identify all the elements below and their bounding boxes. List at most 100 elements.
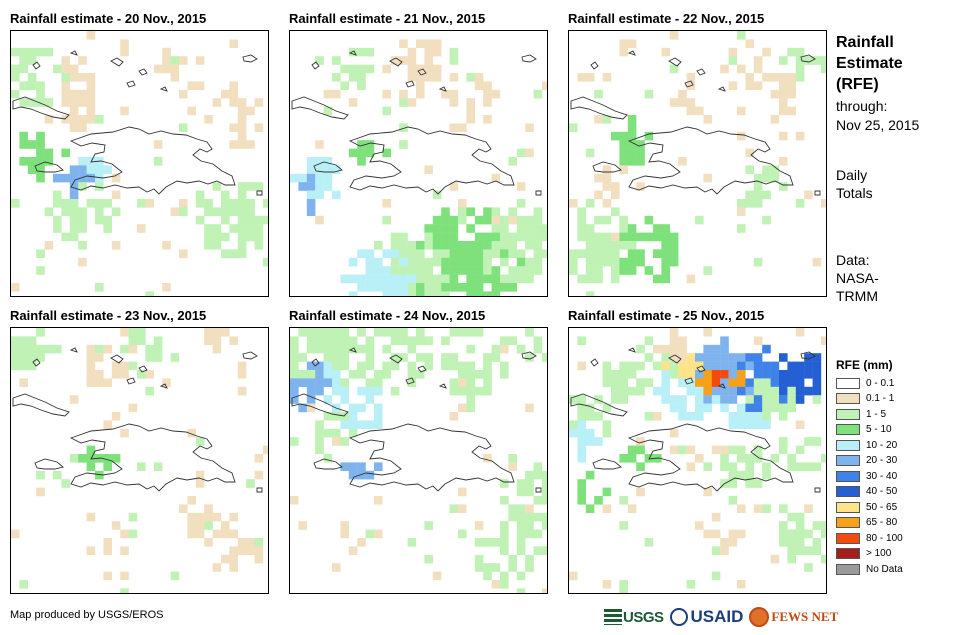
legend-label: 20 - 30 bbox=[866, 455, 898, 466]
legend-label: No Data bbox=[866, 563, 903, 575]
legend-label: 0 - 0.1 bbox=[866, 377, 895, 389]
coastline bbox=[311, 347, 542, 493]
legend-item: 30 - 40 bbox=[836, 469, 897, 483]
legend-item: 5 - 10 bbox=[836, 423, 892, 437]
panel-title-nov20: Rainfall estimate - 20 Nov., 2015 bbox=[10, 11, 207, 26]
legend-label: 40 - 50 bbox=[866, 486, 898, 497]
coastline bbox=[800, 54, 816, 63]
daily-totals: Daily Totals bbox=[836, 166, 873, 202]
legend-swatch bbox=[836, 532, 860, 544]
coastline bbox=[32, 347, 263, 493]
coastline bbox=[668, 354, 726, 389]
coastline bbox=[592, 161, 622, 173]
legend-swatch bbox=[836, 377, 860, 389]
daily-totals-line: Daily bbox=[836, 167, 868, 183]
coastline bbox=[389, 354, 447, 389]
through-label: through: bbox=[836, 98, 888, 114]
hispaniola-coastline bbox=[348, 423, 515, 492]
legend-label: 0.1 - 1 bbox=[866, 393, 895, 404]
legend-item: 65 - 80 bbox=[836, 516, 897, 530]
coastline bbox=[34, 161, 64, 173]
legend-swatch bbox=[836, 486, 860, 497]
panel-title-nov24: Rainfall estimate - 24 Nov., 2015 bbox=[289, 308, 486, 323]
legend-swatch bbox=[836, 470, 860, 482]
rainfall-map-nov25 bbox=[568, 327, 827, 594]
map-title-line: Estimate bbox=[836, 55, 903, 72]
rainfall-grid bbox=[290, 39, 547, 296]
legend-item: 0.1 - 1 bbox=[836, 392, 894, 406]
coastline bbox=[590, 347, 821, 493]
panel-title-nov22: Rainfall estimate - 22 Nov., 2015 bbox=[568, 11, 765, 26]
coastline bbox=[570, 393, 628, 417]
coastline bbox=[34, 458, 64, 470]
coastline bbox=[590, 50, 821, 196]
rainfall-map-nov21 bbox=[289, 30, 548, 297]
through-date: Nov 25, 2015 bbox=[836, 117, 920, 133]
legend-item: 80 - 100 bbox=[836, 531, 903, 545]
legend-label: 50 - 65 bbox=[866, 501, 898, 513]
legend-item: No Data bbox=[836, 562, 903, 576]
coastline bbox=[242, 351, 258, 360]
panel-title-nov23: Rainfall estimate - 23 Nov., 2015 bbox=[10, 308, 207, 323]
map-credit: Map produced by USGS/EROS bbox=[10, 609, 164, 621]
coastline bbox=[313, 458, 343, 470]
rainfall-grid bbox=[290, 328, 547, 593]
coastline bbox=[291, 96, 349, 120]
coastline bbox=[313, 161, 343, 173]
coastline bbox=[521, 351, 537, 360]
panel-title-nov25: Rainfall estimate - 25 Nov., 2015 bbox=[568, 308, 765, 323]
legend-swatch bbox=[836, 563, 860, 575]
coastline bbox=[32, 50, 263, 196]
rainfall-map-nov23 bbox=[10, 327, 269, 594]
coastline bbox=[389, 57, 447, 92]
legend-label: > 100 bbox=[866, 548, 892, 559]
coastline bbox=[12, 96, 70, 120]
map-title-line: Rainfall bbox=[836, 34, 894, 51]
legend-item: 1 - 5 bbox=[836, 407, 886, 421]
legend-item: 40 - 50 bbox=[836, 485, 897, 499]
legend-swatch bbox=[836, 548, 860, 559]
legend-label: 80 - 100 bbox=[866, 532, 903, 544]
coastline bbox=[311, 50, 542, 196]
legend-swatch bbox=[836, 501, 860, 513]
legend-label: 1 - 5 bbox=[866, 408, 887, 420]
rainfall-grid bbox=[569, 328, 826, 593]
coastline bbox=[242, 54, 258, 63]
usgs-logo: USGS bbox=[604, 609, 664, 626]
coastline bbox=[110, 57, 168, 92]
hispaniola-coastline bbox=[69, 126, 236, 195]
rainfall-grid bbox=[569, 31, 826, 296]
daily-totals-line: Totals bbox=[836, 185, 873, 201]
legend-label: 30 - 40 bbox=[866, 470, 898, 482]
hispaniola-coastline bbox=[348, 126, 515, 195]
legend-swatch bbox=[836, 393, 860, 404]
map-title: Rainfall Estimate (RFE) bbox=[836, 32, 903, 95]
legend-item: 0 - 0.1 bbox=[836, 376, 894, 390]
coastline bbox=[570, 96, 628, 120]
legend-label: 10 - 20 bbox=[866, 439, 898, 451]
rainfall-grid bbox=[11, 31, 268, 296]
legend-item: 50 - 65 bbox=[836, 500, 897, 514]
usaid-logo: USAID bbox=[669, 607, 743, 627]
coastline bbox=[668, 57, 726, 92]
legend-swatch bbox=[836, 408, 860, 420]
rainfall-grid bbox=[11, 328, 268, 593]
rainfall-map-nov20 bbox=[10, 30, 269, 297]
fewsnet-globe-icon bbox=[749, 607, 770, 627]
usgs-stripes-icon bbox=[604, 609, 622, 625]
legend-label: 5 - 10 bbox=[866, 424, 892, 435]
data-source: Data: NASA- TRMM bbox=[836, 251, 879, 305]
legend-swatch bbox=[836, 517, 860, 528]
data-source-line: NASA- bbox=[836, 270, 879, 286]
hispaniola-coastline bbox=[627, 423, 794, 492]
map-title-line: (RFE) bbox=[836, 76, 879, 93]
legend-item: 20 - 30 bbox=[836, 454, 897, 468]
coastline bbox=[291, 393, 349, 417]
legend-title: RFE (mm) bbox=[836, 358, 893, 372]
coastline bbox=[800, 351, 816, 360]
fewsnet-logo: FEWS NET bbox=[749, 607, 838, 627]
rainfall-map-nov22 bbox=[568, 30, 827, 297]
panel-title-nov21: Rainfall estimate - 21 Nov., 2015 bbox=[289, 11, 486, 26]
legend-item: 10 - 20 bbox=[836, 438, 897, 452]
coastline bbox=[521, 54, 537, 63]
